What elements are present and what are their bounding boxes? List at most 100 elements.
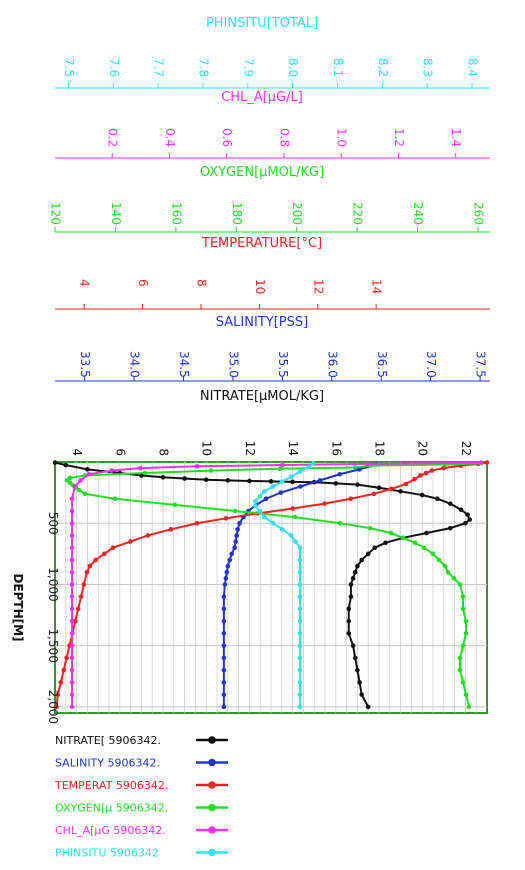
data-point: [465, 512, 470, 517]
data-point: [383, 540, 388, 546]
grid: [55, 462, 487, 713]
data-point: [58, 680, 64, 685]
data-point: [359, 692, 365, 697]
data-point: [72, 618, 78, 624]
series-oxygen: [64, 460, 484, 710]
data-point: [322, 501, 327, 506]
data-point: [297, 680, 303, 685]
data-point: [61, 667, 66, 673]
data-point: [233, 539, 238, 544]
axis-tick-label: 1.2: [392, 128, 406, 147]
data-point: [225, 478, 231, 483]
axis-title-nitrate: NITRATE[µMOL/KG]: [200, 389, 324, 404]
data-point: [237, 520, 242, 526]
data-point: [52, 460, 58, 465]
data-point: [253, 498, 258, 504]
data-point: [421, 545, 427, 551]
data-point: [87, 563, 93, 569]
axis-tick-label: 8.4: [466, 58, 480, 77]
data-point: [429, 468, 435, 473]
axis-tick-label: 260: [471, 202, 485, 225]
data-point: [348, 594, 354, 599]
data-point: [263, 496, 269, 502]
data-point: [224, 569, 230, 575]
data-point: [297, 667, 303, 673]
data-point: [297, 545, 303, 551]
data-point: [203, 477, 209, 483]
data-point: [388, 530, 394, 536]
axis-title-salinity: SALINITY[PSS]: [216, 315, 308, 330]
data-point: [441, 465, 446, 471]
axis-tick-label: 8.0: [286, 58, 300, 77]
data-point: [222, 582, 228, 587]
data-point: [418, 473, 423, 478]
data-point: [430, 551, 436, 557]
depth-tick-label: 1,000: [46, 567, 60, 601]
legend-entry-temperature: TEMPERAT 5906342.: [54, 779, 228, 792]
data-point: [355, 563, 360, 569]
data-point: [359, 557, 365, 563]
data-point: [311, 460, 316, 466]
data-point: [257, 508, 263, 514]
data-point: [229, 551, 235, 557]
data-point: [279, 527, 285, 532]
data-point: [253, 503, 258, 509]
data-point: [297, 655, 303, 661]
data-point: [69, 582, 75, 587]
axis-phinsitu: PHINSITU[TOTAL] 7.5 7.6 7.7 7.8 7.9 8.0 8.1 8.2 8…: [55, 16, 490, 89]
data-point: [348, 496, 354, 502]
axis-tick-label: 7.6: [107, 58, 121, 77]
data-point: [221, 704, 227, 710]
data-point: [306, 464, 312, 470]
data-point: [69, 667, 75, 673]
data-point: [457, 582, 463, 587]
axis-tick-label: 0.8: [277, 128, 291, 147]
data-point: [54, 704, 59, 710]
data-point: [160, 475, 166, 480]
data-point: [221, 618, 227, 624]
axis-tick-label: 35.5: [276, 351, 290, 378]
data-point: [424, 530, 429, 536]
data-point: [78, 478, 83, 483]
data-point: [484, 460, 490, 465]
data-point: [69, 704, 75, 710]
data-point: [69, 520, 75, 526]
axis-tick-label: 34.5: [177, 351, 191, 378]
data-point: [292, 514, 298, 520]
data-point: [109, 468, 115, 473]
data-point: [93, 557, 98, 563]
data-point: [69, 692, 75, 697]
axis-tick-label: 160: [169, 202, 183, 225]
axis-tick-label: 12: [243, 441, 257, 456]
series-layer: [52, 460, 490, 710]
data-point: [297, 594, 303, 599]
data-point: [355, 667, 360, 673]
data-point: [232, 545, 237, 551]
axis-tick-label: 34.0: [128, 351, 142, 378]
data-point: [376, 485, 382, 491]
legend-swatch-marker: [208, 758, 216, 767]
data-point: [447, 525, 453, 531]
legend-swatch-marker: [208, 826, 216, 834]
axis-tick-label: 6: [136, 279, 150, 287]
legend-label: PHINSITU 5906342: [55, 847, 159, 860]
data-point: [69, 680, 75, 685]
data-point: [221, 655, 227, 661]
plot-area: 500 1,000 1,500 2,000 DEPTH[M]: [11, 460, 490, 724]
axis-tick-label: 16: [329, 441, 343, 456]
axis-tick-label: 33.5: [78, 351, 92, 378]
axis-title-oxygen: OXYGEN[µMOL/KG]: [200, 165, 324, 180]
data-point: [297, 643, 303, 648]
data-point: [277, 466, 283, 472]
axis-tick-label: 22: [459, 441, 473, 456]
data-point: [69, 557, 75, 563]
data-point: [270, 520, 276, 526]
data-point: [225, 563, 231, 569]
data-point: [352, 465, 358, 470]
data-point: [350, 643, 356, 648]
data-point: [466, 704, 472, 710]
legend-label: TEMPERAT 5906342.: [54, 779, 168, 792]
data-point: [436, 557, 442, 563]
depth-tick-label: 2,000: [46, 690, 60, 724]
data-point: [112, 496, 118, 502]
